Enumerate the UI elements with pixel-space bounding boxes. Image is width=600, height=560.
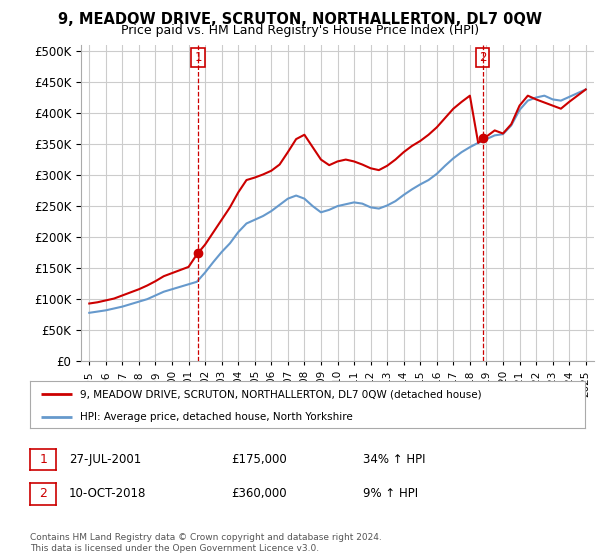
Text: HPI: Average price, detached house, North Yorkshire: HPI: Average price, detached house, Nort… bbox=[80, 412, 353, 422]
Text: Contains HM Land Registry data © Crown copyright and database right 2024.
This d: Contains HM Land Registry data © Crown c… bbox=[30, 533, 382, 553]
Text: 1: 1 bbox=[194, 51, 202, 64]
Text: 2: 2 bbox=[39, 487, 47, 501]
Text: 9, MEADOW DRIVE, SCRUTON, NORTHALLERTON, DL7 0QW (detached house): 9, MEADOW DRIVE, SCRUTON, NORTHALLERTON,… bbox=[80, 389, 482, 399]
Text: 9, MEADOW DRIVE, SCRUTON, NORTHALLERTON, DL7 0QW: 9, MEADOW DRIVE, SCRUTON, NORTHALLERTON,… bbox=[58, 12, 542, 27]
Text: £360,000: £360,000 bbox=[231, 487, 287, 501]
Text: 10-OCT-2018: 10-OCT-2018 bbox=[69, 487, 146, 501]
Text: 9% ↑ HPI: 9% ↑ HPI bbox=[363, 487, 418, 501]
Text: Price paid vs. HM Land Registry's House Price Index (HPI): Price paid vs. HM Land Registry's House … bbox=[121, 24, 479, 36]
Text: 27-JUL-2001: 27-JUL-2001 bbox=[69, 452, 141, 466]
Text: 2: 2 bbox=[479, 51, 487, 64]
Text: 34% ↑ HPI: 34% ↑ HPI bbox=[363, 452, 425, 466]
Text: £175,000: £175,000 bbox=[231, 452, 287, 466]
Text: 1: 1 bbox=[39, 452, 47, 466]
